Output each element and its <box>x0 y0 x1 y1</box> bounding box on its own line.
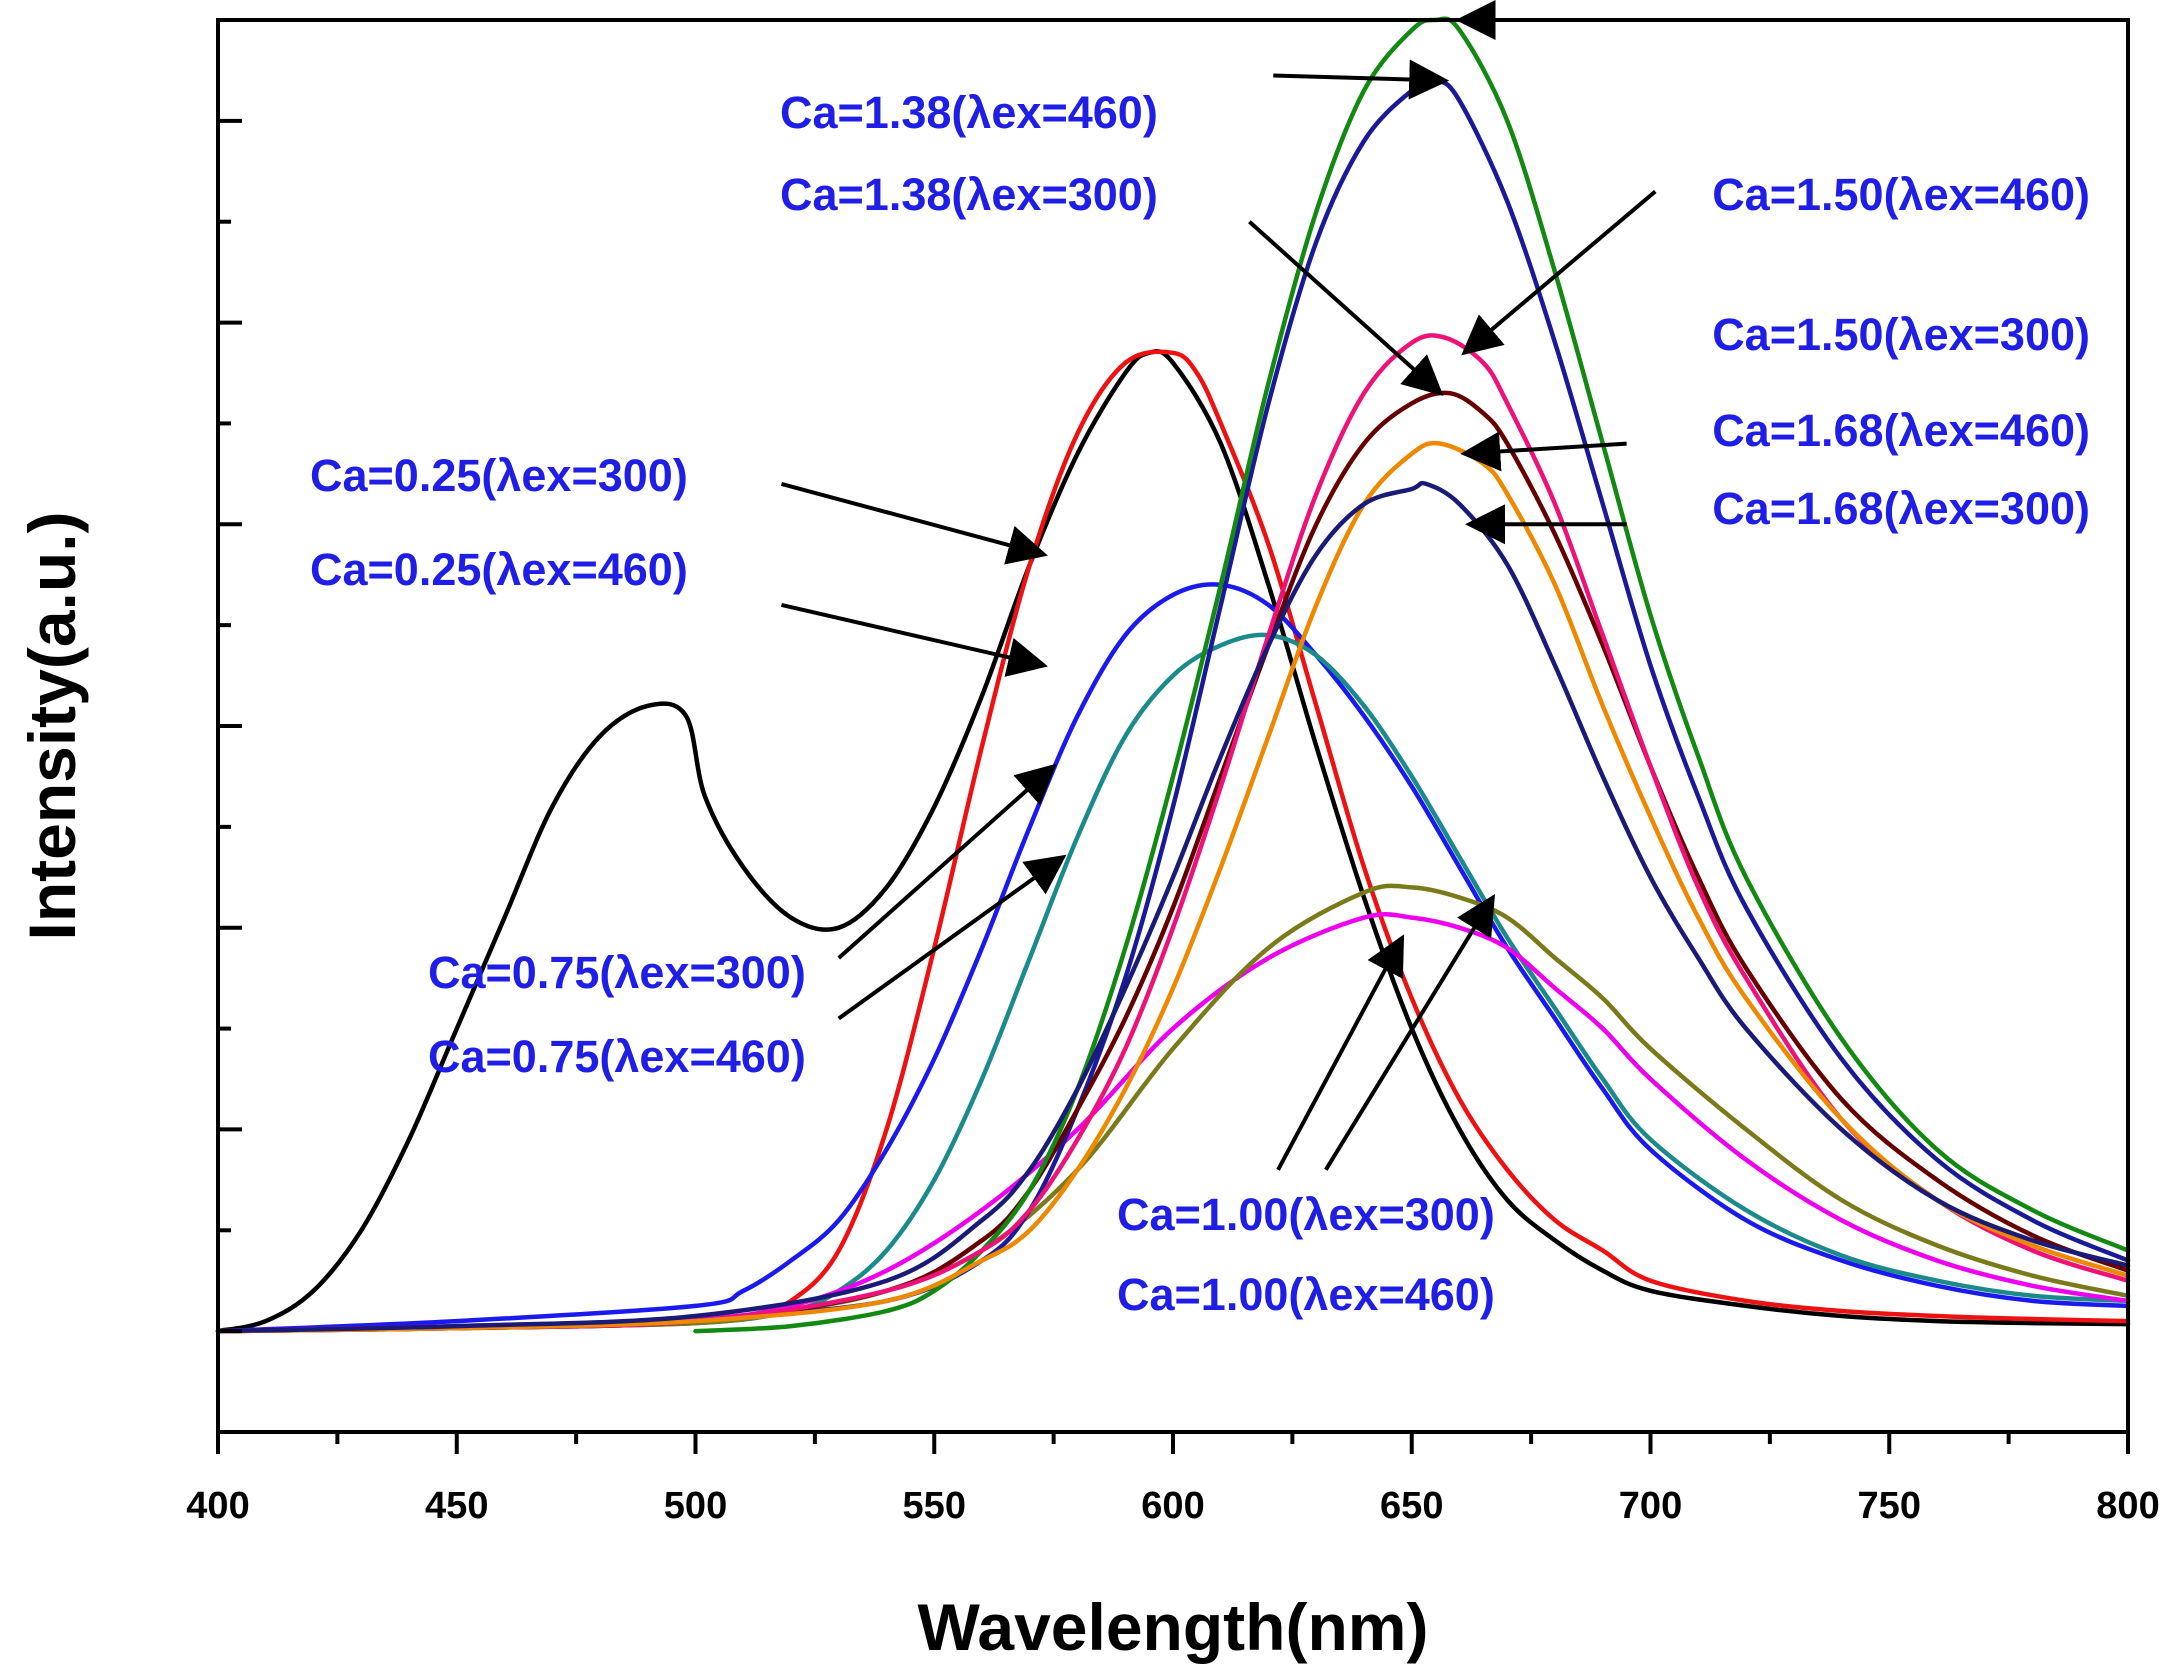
annotation-arrow-ca-0-75-lex-300 <box>837 763 1057 960</box>
annotation-arrow-ca-0-25-lex-300 <box>780 482 1048 565</box>
x-tick-labels: 400 450 500 550 600 650 700 750 800 <box>186 1485 2159 1527</box>
x-tick-label: 400 <box>186 1485 249 1527</box>
axis-ticks <box>216 18 2130 1454</box>
annotation-arrow-ca-0-75-lex-460 <box>837 854 1067 1021</box>
annotation-label-ca-1-00-lex-460: Ca=1.00(λex=460) <box>1117 1269 1495 1320</box>
annotation-label-ca-0-75-lex-300: Ca=0.75(λex=300) <box>428 947 806 998</box>
series-line-ca-1-68-lex-300 <box>215 480 2131 1334</box>
x-tick-label: 450 <box>425 1485 488 1527</box>
x-tick-label: 600 <box>1141 1485 1204 1527</box>
series-line-ca-0-25-lex-460 <box>693 349 2131 1324</box>
series-line-ca-0-75-lex-460 <box>215 632 2131 1334</box>
annotation-label-ca-1-50-lex-460: Ca=1.50(λex=460) <box>1712 169 2090 220</box>
series-layer <box>215 16 2131 1334</box>
annotation-label-ca-1-38-lex-300: Ca=1.38(λex=300) <box>780 169 1158 220</box>
annotation-label-ca-1-50-lex-300: Ca=1.50(λex=300) <box>1712 309 2090 360</box>
annotation-label-ca-1-68-lex-460: Ca=1.68(λex=460) <box>1712 405 2090 456</box>
annotation-label-ca-0-75-lex-460: Ca=0.75(λex=460) <box>428 1031 806 1082</box>
annotation-label-ca-1-00-lex-300: Ca=1.00(λex=300) <box>1117 1189 1495 1240</box>
x-tick-label: 550 <box>903 1485 966 1527</box>
annotation-label-ca-0-25-lex-300: Ca=0.25(λex=300) <box>310 450 688 501</box>
series-line-ca-1-38-lex-460 <box>693 77 2131 1324</box>
series-line-ca-0-25-lex-300 <box>215 349 2131 1334</box>
series-line-ca-1-68-lex-460 <box>215 440 2131 1334</box>
annotation-arrow-ca-1-00-lex-460 <box>1324 894 1496 1171</box>
annotation-label-ca-1-38-lex-460: Ca=1.38(λex=460) <box>780 87 1158 138</box>
x-tick-label: 750 <box>1858 1485 1921 1527</box>
annotation-arrow-ca-1-38-lex-460 <box>1273 59 1450 100</box>
annotation-arrow-ca-0-25-lex-460 <box>781 603 1048 677</box>
x-tick-label: 800 <box>2096 1485 2159 1527</box>
x-axis-title: Wavelength(nm) <box>918 1590 1429 1664</box>
annotation-arrow-ca-1-38-lex-300 <box>1248 220 1444 396</box>
x-tick-label: 500 <box>664 1485 727 1527</box>
annotation-arrow-ca-1-00-lex-300 <box>1276 934 1405 1171</box>
x-tick-label: 700 <box>1619 1485 1682 1527</box>
annotation-arrow-ca-1-68-lex-460 <box>1460 431 1627 472</box>
y-axis-title: Intensity(a.u.) <box>15 511 89 940</box>
x-tick-label: 650 <box>1380 1485 1443 1527</box>
series-line-ca-1-50-lex-300 <box>215 333 2131 1334</box>
annotation-label-ca-0-25-lex-460: Ca=0.25(λex=460) <box>310 544 688 595</box>
annotation-arrow-ca-1-50-lex-300 <box>1461 189 1657 356</box>
annotation-label-ca-1-68-lex-300: Ca=1.68(λex=300) <box>1712 483 2090 534</box>
annotation-labels: Ca=1.38(λex=460) Ca=1.38(λex=300) Ca=1.50(… <box>310 87 2090 1320</box>
annotation-arrows <box>780 0 1657 1171</box>
series-line-ca-1-50-lex-460 <box>693 16 2131 1334</box>
